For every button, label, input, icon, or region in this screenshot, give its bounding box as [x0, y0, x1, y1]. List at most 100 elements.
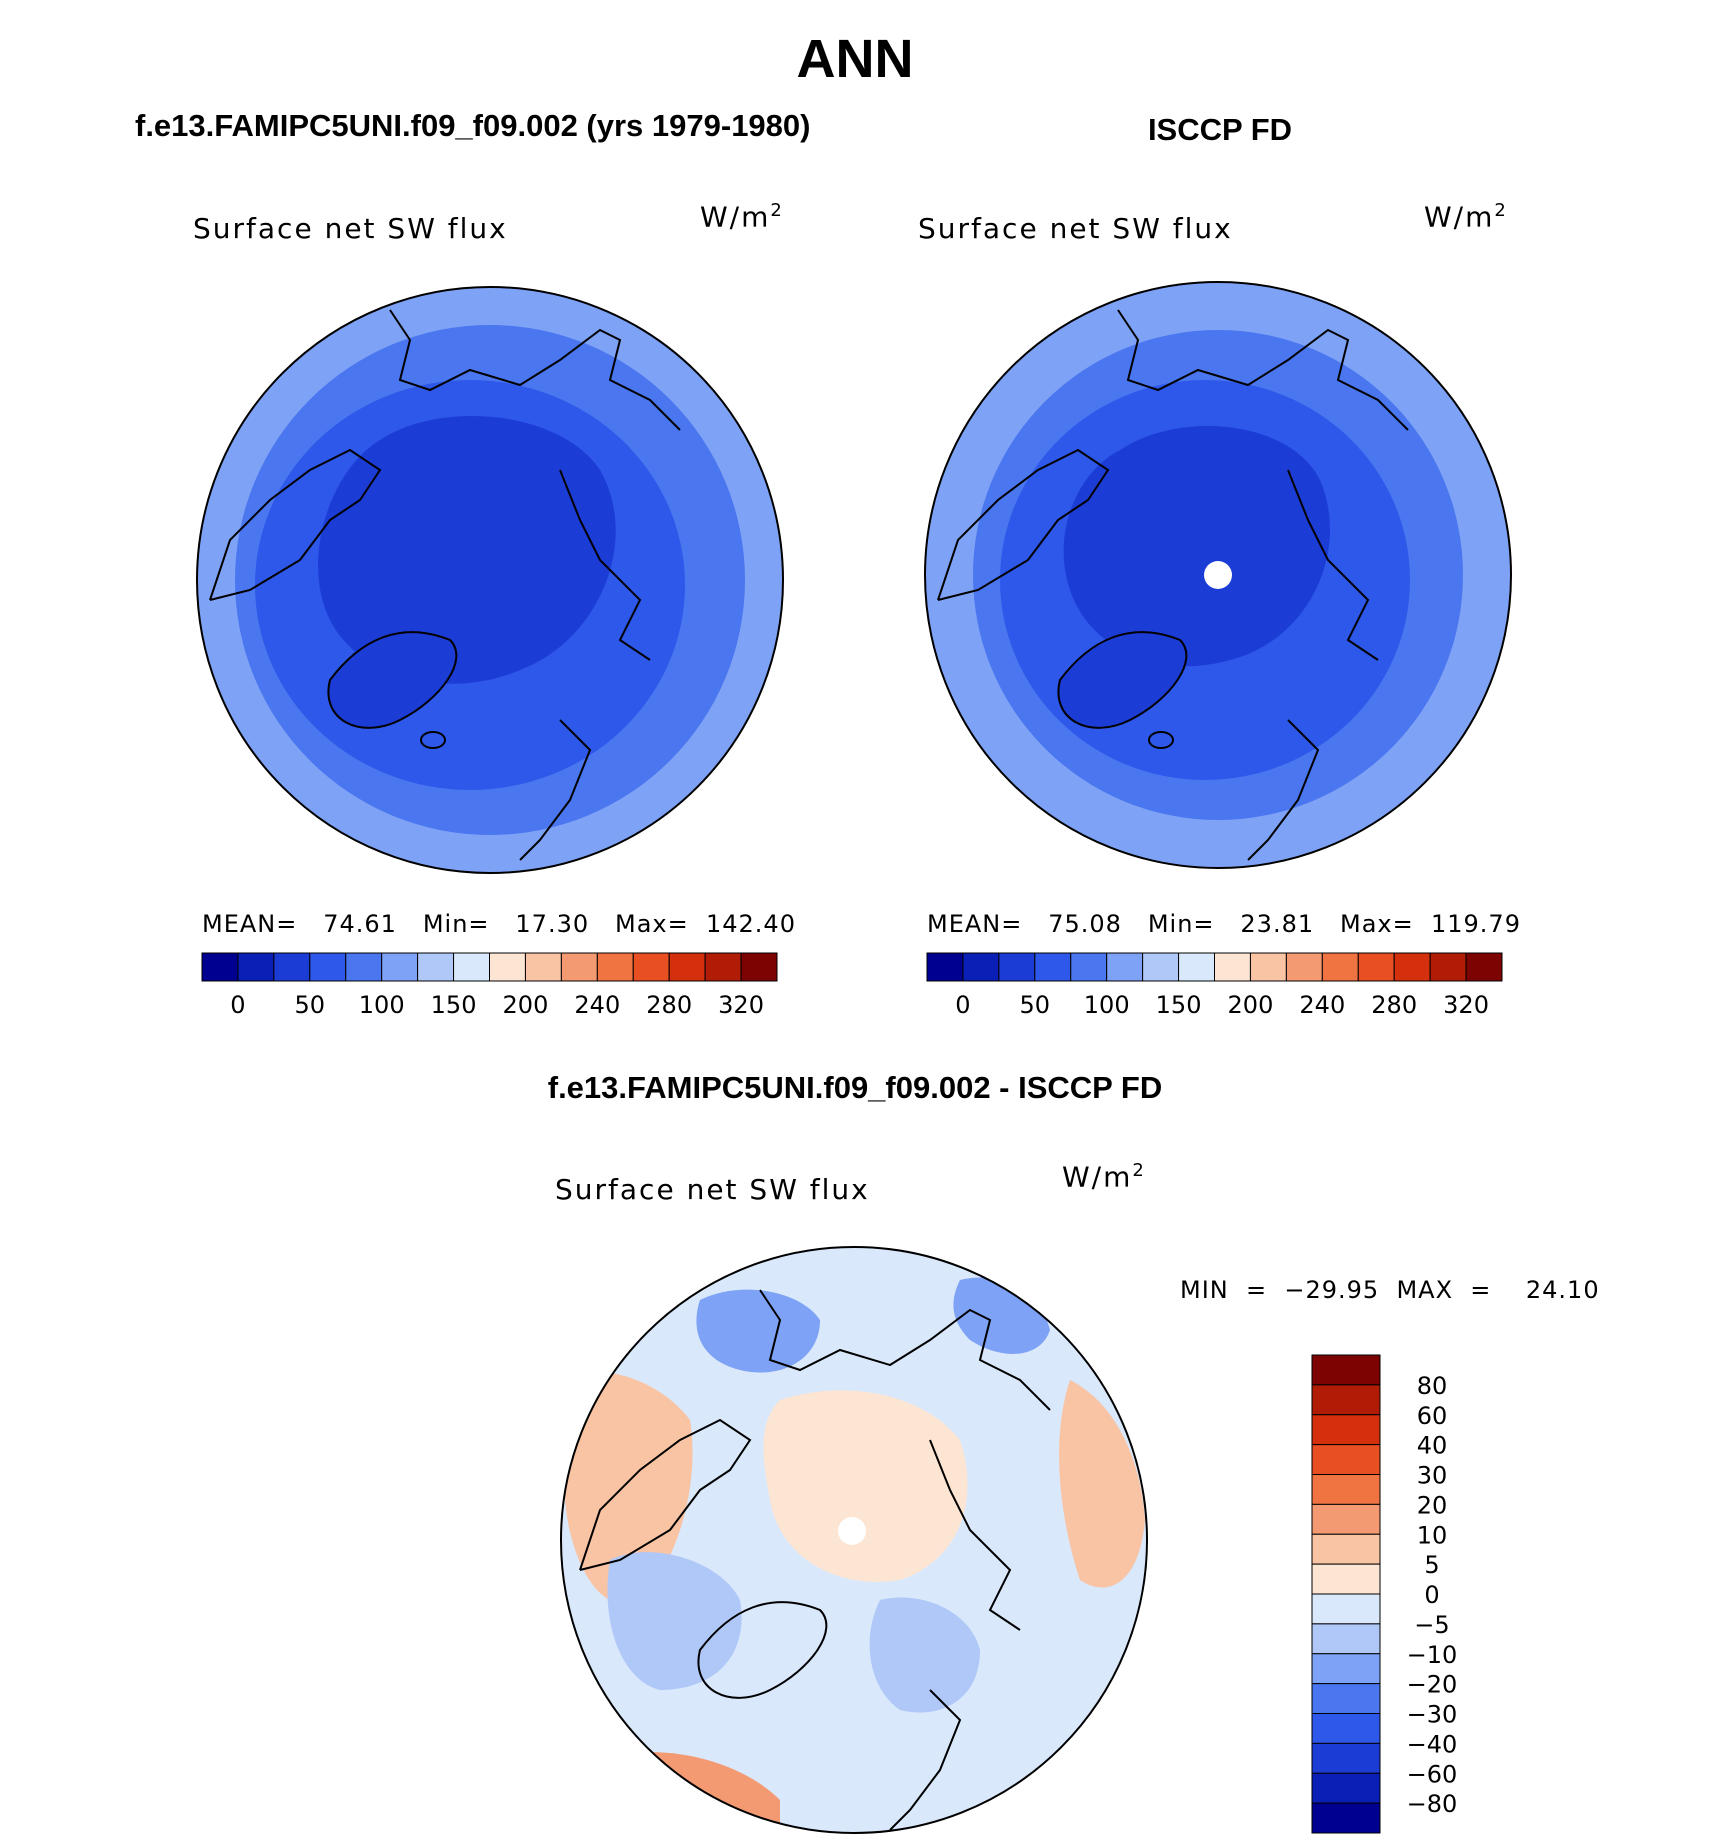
colorbar-diff-swatch — [1311, 1384, 1381, 1416]
figure-title: ANN — [796, 29, 914, 89]
colorbar-diff-tick-label: −40 — [1407, 1730, 1458, 1758]
right-units-label: W/m2 — [1424, 200, 1508, 233]
map-model-coast-greenland — [327, 631, 458, 729]
colorbar-obs-swatch — [1357, 952, 1395, 982]
colorbar-obs-swatch — [1285, 952, 1323, 982]
colorbar-model-swatch — [381, 952, 419, 982]
colorbar-model-swatch — [632, 952, 670, 982]
colorbar-diff-tick-label: 0 — [1424, 1581, 1439, 1609]
colorbar-model-swatch — [489, 952, 526, 982]
diff-units-label: W/m2 — [1062, 1160, 1146, 1193]
map-diff-coast-siberia — [759, 1289, 1051, 1411]
map-model-core — [318, 416, 616, 684]
map-diff-cool-europe — [869, 1597, 980, 1713]
map-diff-coast-europe — [929, 1439, 1021, 1631]
map-obs-coast-scandinavia — [1247, 719, 1320, 861]
diff-units-base: W/m — [1062, 1160, 1133, 1194]
panel-title-model: f.e13.FAMIPC5UNI.f09_f09.002 (yrs 1979-1… — [135, 108, 811, 143]
map-diff-cool-north — [696, 1289, 820, 1373]
colorbar-model-tick-label: 150 — [431, 991, 477, 1019]
map-diff-pole-hole — [838, 1517, 866, 1545]
diff-stats: MIN = −29.95 MAX = 24.10 — [1180, 1276, 1600, 1304]
colorbar-obs-swatch — [1106, 952, 1144, 982]
colorbar-model-swatch — [201, 952, 239, 982]
colorbar-diff-swatch — [1311, 1742, 1381, 1774]
right-variable-label: Surface net SW flux — [918, 212, 1233, 245]
colorbar-diff-tick-label: 10 — [1417, 1521, 1448, 1549]
map-model-border — [196, 286, 784, 874]
colorbar-model-swatch — [345, 952, 383, 982]
colorbar-obs-swatch — [1178, 952, 1215, 982]
colorbar-obs-tick-label: 200 — [1228, 991, 1274, 1019]
colorbar-obs-swatch — [1429, 952, 1467, 982]
colorbar-model-tick-label: 280 — [646, 991, 692, 1019]
colorbar-diff-swatch — [1311, 1713, 1381, 1744]
colorbar-diff-tick-label: −30 — [1407, 1701, 1458, 1729]
colorbar-model-swatch — [596, 952, 634, 982]
colorbar-obs-swatch — [1070, 952, 1108, 982]
colorbar-model-swatch — [524, 952, 562, 982]
colorbar-model-tick-label: 200 — [503, 991, 549, 1019]
colorbar-diff-tick-label: −60 — [1407, 1760, 1458, 1788]
colorbar-obs-swatch — [1393, 952, 1431, 982]
colorbar-obs-swatch — [962, 952, 1000, 982]
map-diff-coast-greenland — [697, 1601, 828, 1699]
colorbar-obs: 0 50 100 150 200 240 280 320 — [926, 952, 1503, 1019]
colorbar-diff-swatch — [1311, 1533, 1381, 1565]
colorbar-model-swatch — [309, 952, 347, 982]
colorbar-model-tick-label: 0 — [230, 991, 245, 1019]
left-units-label: W/m2 — [700, 200, 784, 233]
map-model — [196, 286, 784, 874]
map-diff-warm-east — [1059, 1380, 1145, 1588]
colorbar-model-tick-label: 240 — [574, 991, 620, 1019]
colorbar-diff-swatch — [1311, 1563, 1381, 1595]
left-stats: MEAN= 74.61 Min= 17.30 Max= 142.40 — [202, 910, 796, 938]
colorbar-obs-tick-label: 320 — [1443, 991, 1489, 1019]
colorbar-diff-swatch — [1311, 1772, 1381, 1804]
map-obs-coast-canada — [937, 448, 1110, 601]
colorbar-diff-tick-label: 80 — [1417, 1372, 1448, 1400]
colorbar-model-swatch — [704, 952, 742, 982]
colorbar-diff-tick-label: −10 — [1407, 1641, 1458, 1669]
map-obs-border — [924, 281, 1512, 869]
colorbar-obs-swatch — [1249, 952, 1287, 982]
colorbar-diff-swatch — [1311, 1653, 1381, 1685]
colorbar-obs-swatch — [1214, 952, 1251, 982]
map-diff-border — [560, 1246, 1148, 1834]
map-obs — [924, 281, 1512, 869]
map-diff — [560, 1246, 1148, 1834]
colorbar-diff-tick-label: −20 — [1407, 1671, 1458, 1699]
colorbar-diff-swatch — [1311, 1593, 1381, 1625]
map-obs-iceland — [1148, 731, 1174, 749]
colorbar-diff-swatch — [1311, 1354, 1381, 1386]
panel-title-diff: f.e13.FAMIPC5UNI.f09_f09.002 - ISCCP FD — [547, 1070, 1163, 1105]
colorbar-obs-swatch — [926, 952, 964, 982]
map-diff-coast-scandinavia — [889, 1689, 962, 1831]
left-variable-label: Surface net SW flux — [193, 212, 508, 245]
map-model-coast-canada — [209, 448, 382, 601]
map-model-iceland — [420, 731, 446, 749]
colorbar-model-swatch — [740, 952, 778, 982]
colorbar-obs-tick-label: 280 — [1371, 991, 1417, 1019]
map-obs-core — [1063, 426, 1330, 667]
colorbar-model-swatch — [668, 952, 706, 982]
right-units-exp: 2 — [1494, 200, 1508, 221]
colorbar-model-swatch — [237, 952, 275, 982]
colorbar-diff-tick-label: −5 — [1414, 1611, 1449, 1639]
colorbar-obs-tick-label: 100 — [1084, 991, 1130, 1019]
colorbar-obs-tick-label: 0 — [955, 991, 970, 1019]
map-diff-coast-canada — [579, 1418, 752, 1571]
colorbar-diff-tick-label: 60 — [1417, 1402, 1448, 1430]
colorbar-diff-swatch — [1311, 1444, 1381, 1475]
map-diff-cool-greenland — [607, 1552, 742, 1690]
colorbar-diff-swatch — [1311, 1802, 1381, 1834]
colorbar-diff-swatch — [1311, 1414, 1381, 1446]
colorbar-model-tick-label: 100 — [359, 991, 405, 1019]
map-model-coast-scandinavia — [519, 719, 592, 861]
colorbar-obs-swatch — [1465, 952, 1503, 982]
colorbar-diff-tick-label: 30 — [1417, 1462, 1448, 1490]
map-diff-warm-core — [763, 1390, 968, 1582]
map-obs-coast-siberia — [1117, 309, 1409, 431]
